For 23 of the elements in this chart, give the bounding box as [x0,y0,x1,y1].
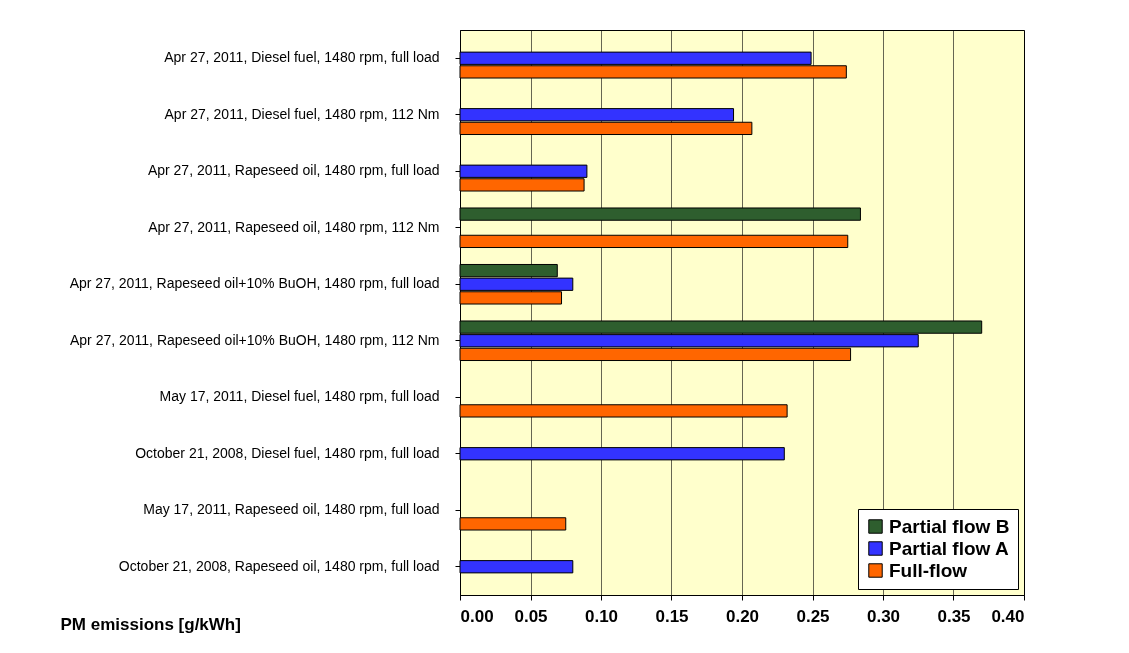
y-tick-label: Apr 27, 2011, Rapeseed oil, 1480 rpm, 112 Nm [148,218,440,235]
x-tick-label: 0.15 [655,606,689,626]
y-tick-label: Apr 27, 2011, Diesel fuel, 1480 rpm, full load [164,49,440,66]
legend-label: Partial flow A [889,537,1009,559]
y-tick-label: Apr 27, 2011, Rapeseed oil+10% BuOH, 1480 rpm, full load [69,275,440,292]
x-tick-label: 0.05 [514,606,548,626]
y-tick-label: October 21, 2008, Rapeseed oil, 1480 rpm, full load [118,557,440,574]
x-tick-label: 0.25 [796,606,830,626]
y-tick-label: Apr 27, 2011, Diesel fuel, 1480 rpm, 112 Nm [164,105,440,122]
x-tick-label: 0.10 [584,606,619,626]
y-tick-label: Apr 27, 2011, Rapeseed oil, 1480 rpm, full load [147,162,440,179]
x-tick-label: 0.30 [866,606,901,626]
y-tick-label: May 17, 2011, Rapeseed oil, 1480 rpm, full load [143,501,440,518]
legend-label: Full-flow [889,559,968,581]
x-tick-label: 0.35 [937,606,971,626]
legend-label: Partial flow B [889,515,1010,537]
x-tick-label: 0.40 [991,606,1025,626]
y-tick-label: October 21, 2008, Diesel fuel, 1480 rpm, full load [135,444,440,461]
x-axis-title: PM emissions [g/kWh] [60,614,241,634]
y-tick-label: May 17, 2011, Diesel fuel, 1480 rpm, full load [159,388,440,405]
y-tick-label: Apr 27, 2011, Rapeseed oil+10% BuOH, 1480 rpm, 112 Nm [69,331,440,348]
x-tick-label: 0.20 [725,606,760,626]
x-tick-label: 0.00 [460,606,494,626]
